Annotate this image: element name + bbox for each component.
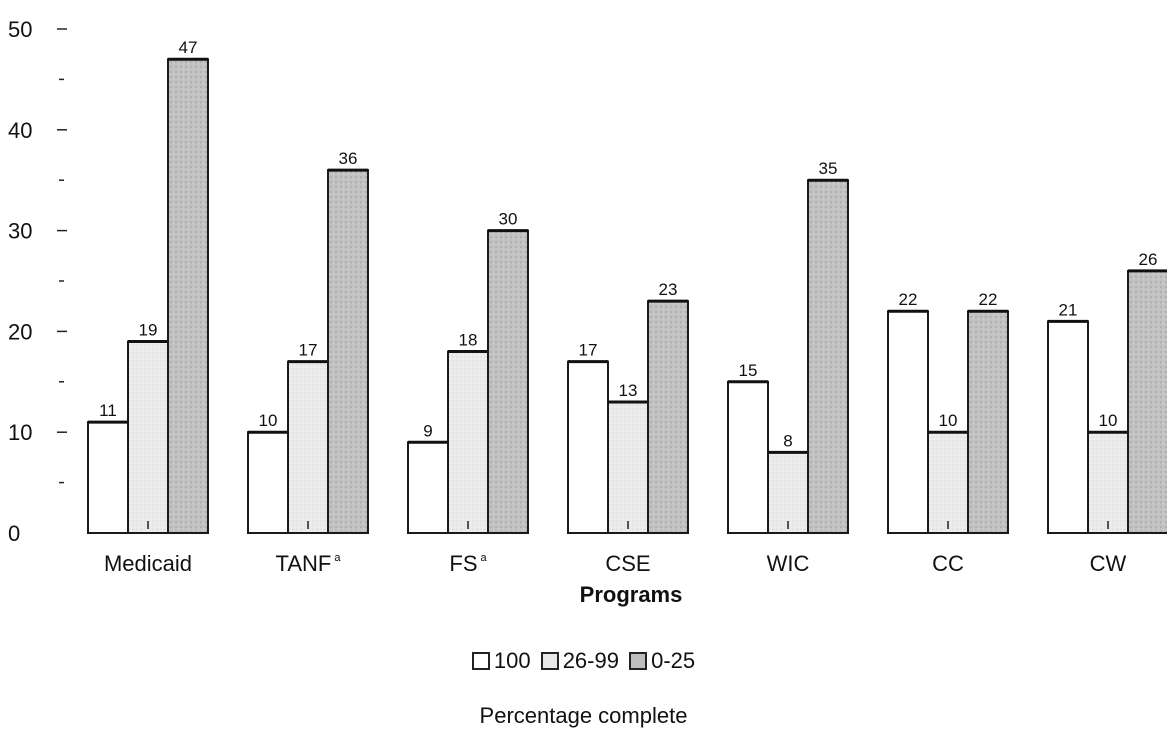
legend-item-0-25: 0-25 bbox=[629, 648, 695, 674]
x-axis-title: Programs bbox=[580, 582, 683, 607]
category-label-cc: CC bbox=[932, 551, 964, 576]
bar-group-tanf: 10 17 36 bbox=[247, 149, 369, 535]
data-label-cc-0-25: 22 bbox=[979, 290, 998, 309]
y-tick-label-20: 20 bbox=[8, 319, 32, 344]
data-label-fs-0-25: 30 bbox=[499, 210, 518, 229]
bar-group-cc: 22 10 22 bbox=[887, 290, 1009, 535]
data-label-tanf-100: 10 bbox=[259, 411, 278, 430]
category-superscript-fs: a bbox=[481, 552, 488, 564]
data-label-cw-0-25: 26 bbox=[1139, 250, 1158, 269]
data-label-wic-0-25: 35 bbox=[819, 159, 838, 178]
bar-group-wic: 15 8 35 bbox=[727, 159, 849, 534]
bar-cse-0-25 bbox=[647, 300, 689, 534]
legend-swatch-26-99 bbox=[540, 652, 559, 670]
category-label-cse: CSE bbox=[605, 551, 650, 576]
bar-fs-26-99 bbox=[447, 350, 489, 534]
legend-label-26-99: 26-99 bbox=[562, 648, 619, 673]
bar-group-medicaid: 11 19 47 bbox=[87, 38, 209, 535]
bar-fs-0-25 bbox=[487, 229, 529, 534]
data-label-wic-26-99: 8 bbox=[783, 431, 792, 450]
bar-tanf-26-99 bbox=[287, 360, 329, 535]
data-label-cse-0-25: 23 bbox=[659, 280, 678, 299]
data-label-cse-100: 17 bbox=[579, 341, 598, 360]
y-tick-label-10: 10 bbox=[8, 420, 32, 445]
legend-swatch-0-25 bbox=[629, 652, 648, 670]
data-label-cse-26-99: 13 bbox=[619, 381, 638, 400]
bar-cse-100 bbox=[567, 360, 609, 535]
data-label-medicaid-0-25: 47 bbox=[179, 38, 198, 57]
data-label-tanf-0-25: 36 bbox=[339, 149, 358, 168]
data-label-cw-100: 21 bbox=[1059, 300, 1078, 319]
data-label-medicaid-26-99: 19 bbox=[139, 320, 158, 339]
legend-item-26-99: 26-99 bbox=[540, 648, 619, 674]
bar-fs-100 bbox=[407, 441, 449, 534]
data-label-cw-26-99: 10 bbox=[1099, 411, 1118, 430]
data-label-fs-26-99: 18 bbox=[459, 331, 478, 350]
y-tick-label-50: 50 bbox=[8, 17, 32, 42]
bar-tanf-100 bbox=[247, 431, 289, 535]
category-superscript-tanf: a bbox=[334, 552, 341, 564]
bar-medicaid-100 bbox=[87, 421, 129, 534]
y-tick-label-40: 40 bbox=[8, 118, 32, 143]
bar-medicaid-0-25 bbox=[167, 58, 209, 535]
data-label-wic-100: 15 bbox=[739, 361, 758, 380]
y-axis: 0 10 20 30 40 50 bbox=[8, 17, 67, 546]
bar-tanf-0-25 bbox=[327, 169, 369, 534]
category-label-medicaid: Medicaid bbox=[104, 551, 192, 576]
category-label-wic: WIC bbox=[767, 551, 810, 576]
category-labels: Medicaid TANF a FS a CSE WIC CC CW bbox=[104, 551, 1127, 576]
bars: 11 19 47 10 17 36 9 18 30 17 13 23 15 8 35 22 10 22 21 10 26 bbox=[87, 38, 1167, 535]
bar-cw-100 bbox=[1047, 320, 1089, 534]
category-label-fs: FS a bbox=[449, 551, 487, 576]
bar-wic-100 bbox=[727, 380, 769, 534]
bar-chart: 0 10 20 30 40 50 11 19 47 10 17 36 9 18 30 17 13 23 15 8 35… bbox=[8, 17, 1167, 607]
bar-cw-0-25 bbox=[1127, 269, 1167, 534]
data-label-cc-100: 22 bbox=[899, 290, 918, 309]
bar-cc-0-25 bbox=[967, 310, 1009, 534]
bar-group-cse: 17 13 23 bbox=[567, 280, 689, 535]
legend-title: Percentage complete bbox=[479, 703, 688, 728]
bar-group-fs: 9 18 30 bbox=[407, 210, 529, 534]
bar-wic-0-25 bbox=[807, 179, 849, 534]
bar-medicaid-26-99 bbox=[127, 340, 169, 535]
legend-item-100: 100 bbox=[471, 648, 531, 674]
data-label-tanf-26-99: 17 bbox=[299, 341, 318, 360]
data-label-cc-26-99: 10 bbox=[939, 411, 958, 430]
y-tick-label-30: 30 bbox=[8, 219, 32, 244]
data-label-fs-100: 9 bbox=[423, 421, 432, 440]
bar-wic-26-99 bbox=[767, 451, 809, 534]
bar-cc-100 bbox=[887, 310, 929, 534]
bar-cc-26-99 bbox=[927, 431, 969, 535]
bar-cw-26-99 bbox=[1087, 431, 1129, 535]
bar-cse-26-99 bbox=[607, 400, 649, 534]
legend-label-0-25: 0-25 bbox=[651, 648, 696, 673]
category-label-cw: CW bbox=[1090, 551, 1127, 576]
category-label-tanf: TANF a bbox=[276, 551, 342, 576]
legend-label-100: 100 bbox=[493, 648, 531, 673]
bar-group-cw: 21 10 26 bbox=[1047, 250, 1167, 535]
legend: 100 26-99 0-25 bbox=[0, 648, 1167, 676]
legend-swatch-100 bbox=[471, 652, 490, 670]
data-label-medicaid-100: 11 bbox=[99, 401, 117, 420]
y-tick-label-0: 0 bbox=[8, 521, 20, 546]
